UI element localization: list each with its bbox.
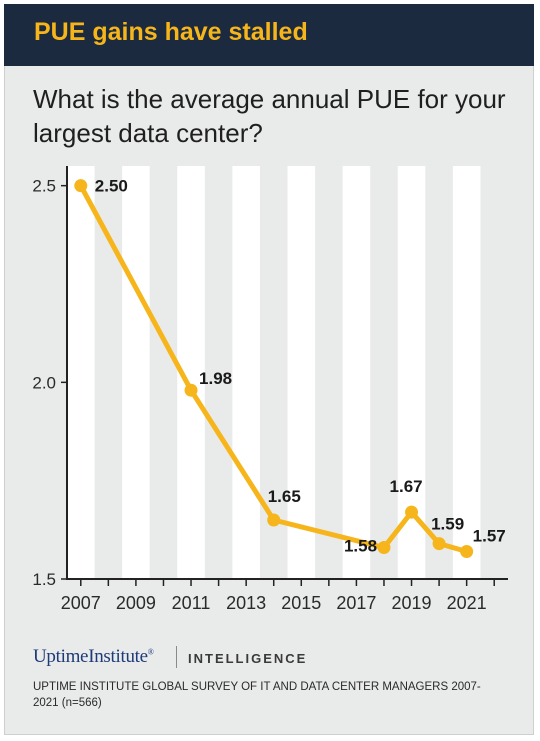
data-label: 1.65 — [268, 487, 301, 506]
data-point — [405, 505, 419, 519]
brand-intelligence: INTELLIGENCE — [188, 651, 308, 666]
data-point — [184, 383, 198, 397]
grid-stripe — [122, 166, 150, 579]
source-note: UPTIME INSTITUTE GLOBAL SURVEY OF IT AND… — [33, 681, 481, 709]
header-bar: PUE gains have stalled — [4, 4, 534, 66]
y-tick-label: 2.5 — [32, 177, 56, 196]
data-label: 1.67 — [390, 477, 423, 496]
brand-name: UptimeInstitute — [33, 646, 148, 667]
data-label: 1.98 — [199, 369, 232, 388]
grid-stripe — [67, 166, 95, 579]
x-tick-label: 2015 — [281, 593, 321, 613]
x-tick-label: 2011 — [172, 593, 211, 613]
data-point — [377, 541, 391, 555]
grid-stripe — [452, 166, 481, 579]
data-point — [460, 544, 474, 558]
x-tick-label: 2013 — [226, 593, 266, 613]
x-tick-label: 2021 — [447, 593, 487, 613]
infographic-title: PUE gains have stalled — [34, 18, 308, 46]
brand-divider — [176, 646, 177, 668]
grid-stripe — [232, 166, 260, 579]
grid-stripe — [342, 166, 371, 579]
chart-question: What is the average annual PUE for your … — [33, 84, 506, 148]
registered-mark: ® — [147, 647, 154, 657]
data-label: 1.57 — [473, 526, 506, 545]
data-point — [432, 537, 446, 551]
x-tick-label: 2019 — [392, 593, 432, 613]
x-tick-label: 2009 — [116, 593, 156, 613]
grid-stripe — [287, 166, 316, 579]
y-tick-label: 1.5 — [32, 570, 56, 589]
data-point — [267, 513, 281, 527]
y-tick-label: 2.0 — [32, 373, 56, 392]
data-label: 2.50 — [95, 177, 128, 196]
uptime-institute-logo: UptimeInstitute® — [33, 646, 154, 668]
data-label: 1.58 — [344, 537, 377, 556]
x-tick-label: 2017 — [336, 593, 376, 613]
data-point — [74, 179, 88, 193]
x-tick-label: 2007 — [61, 593, 101, 613]
data-label: 1.59 — [431, 515, 464, 534]
